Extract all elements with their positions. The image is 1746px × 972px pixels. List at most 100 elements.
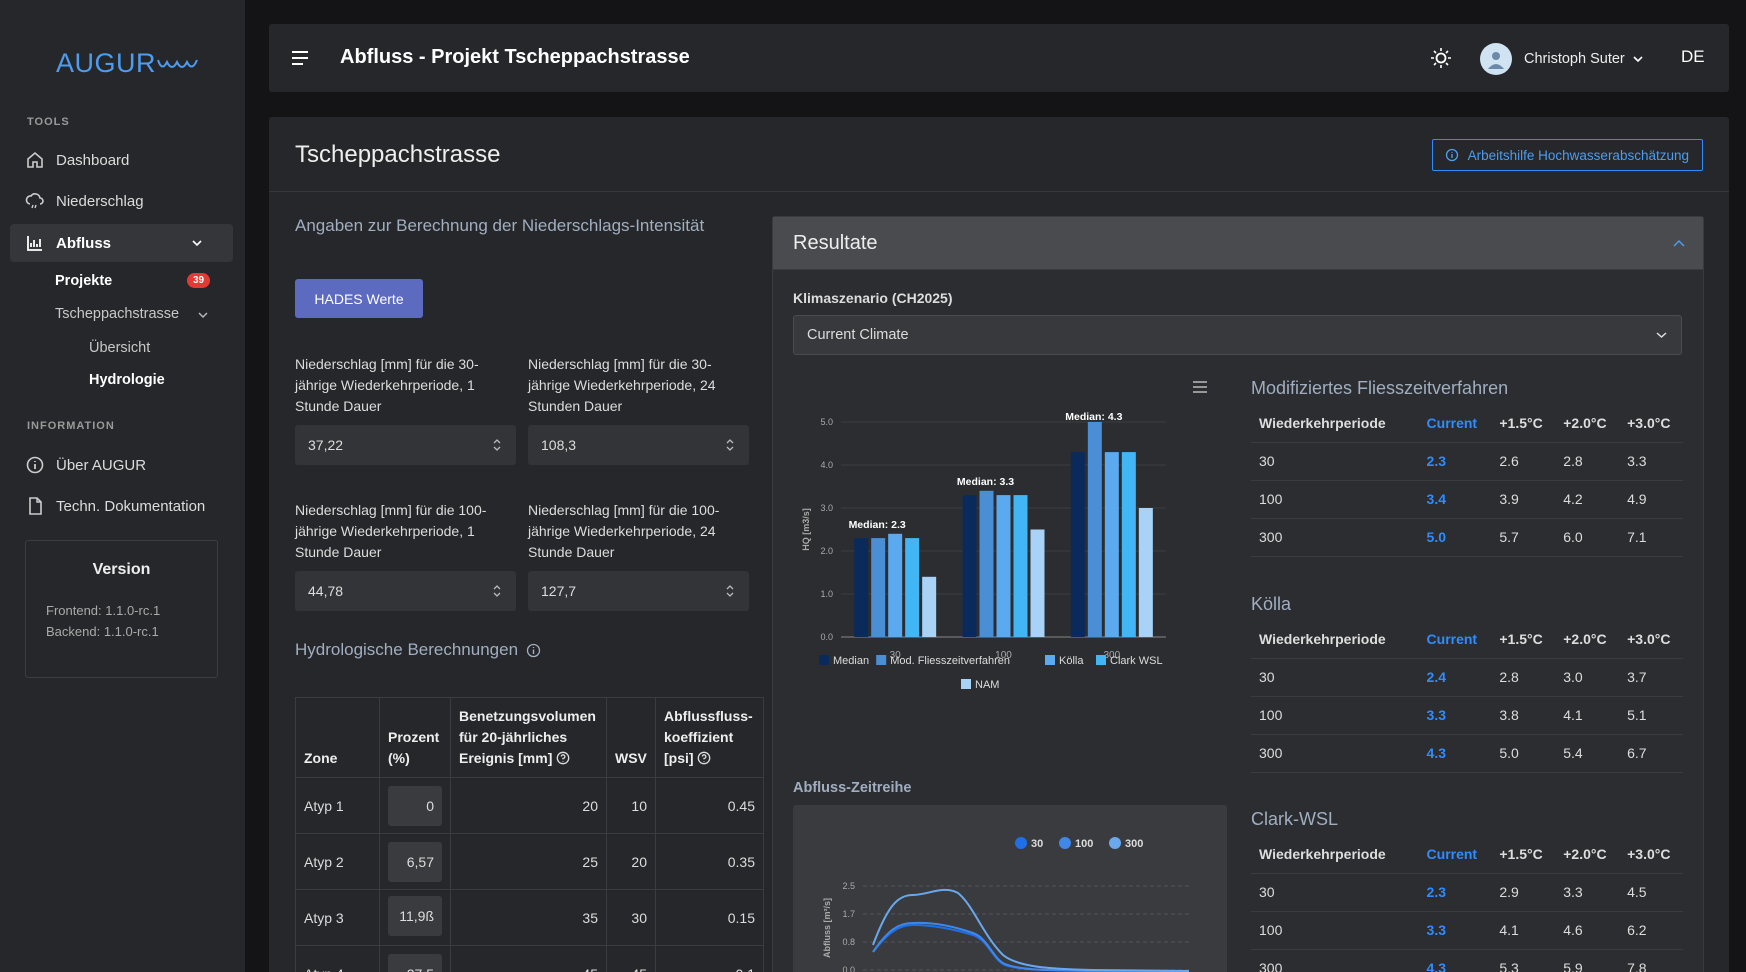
sidebar-item-project[interactable]: Tscheppachstrasse bbox=[55, 306, 180, 322]
sidebar: AUGUR TOOLS Dashboard Niederschlag Abflu… bbox=[0, 0, 245, 972]
y-tick-label: 1.0 bbox=[820, 589, 833, 599]
legend-label: 300 bbox=[1125, 838, 1143, 850]
table-cell: 3.0 bbox=[1555, 658, 1620, 697]
table-cell: 4.6 bbox=[1555, 911, 1620, 950]
table-header-row: Wiederkehrperiode Current +1.5°C +2.0°C +3.0… bbox=[1251, 620, 1683, 659]
column-header: Wiederkehrperiode bbox=[1251, 620, 1419, 659]
legend-label: Clark WSL bbox=[1110, 655, 1163, 667]
language-switch[interactable]: DE bbox=[1681, 47, 1705, 66]
stepper-icon[interactable] bbox=[725, 583, 735, 599]
table-cell: 7.8 bbox=[1619, 949, 1683, 972]
sun-icon[interactable] bbox=[1430, 47, 1452, 69]
table-cell: 5.3 bbox=[1491, 949, 1556, 972]
input-30-24h[interactable]: 108,3 bbox=[528, 425, 749, 465]
augur-logo[interactable]: AUGUR bbox=[56, 48, 200, 79]
sidebar-item-abfluss[interactable]: Abfluss bbox=[10, 224, 233, 262]
current-value: 2.4 bbox=[1418, 658, 1492, 697]
table-cell: 2.8 bbox=[1491, 658, 1556, 697]
stepper-icon[interactable] bbox=[492, 583, 502, 599]
stepper-icon[interactable] bbox=[725, 437, 735, 453]
chart-line-icon bbox=[27, 236, 42, 251]
table-cell: 300 bbox=[1251, 949, 1419, 972]
y-axis-label: Abfluss [m³/s] bbox=[822, 898, 832, 958]
table-cell: 6.2 bbox=[1619, 911, 1683, 950]
zone-table: Zone Prozent (%) Benetzungsvolumen für 2… bbox=[295, 697, 764, 972]
results-header[interactable]: Resultate bbox=[773, 217, 1703, 270]
divider bbox=[269, 191, 1729, 192]
help-circle-icon[interactable] bbox=[697, 751, 711, 765]
sidebar-item-projekte[interactable]: Projekte bbox=[55, 273, 113, 289]
input-100-24h[interactable]: 127,7 bbox=[528, 571, 749, 611]
backend-version: Backend: 1.1.0-rc.1 bbox=[46, 624, 159, 639]
sidebar-item-techn-dokumentation[interactable]: Techn. Dokumentation bbox=[10, 487, 233, 525]
page-header-title: Abfluss - Projekt Tscheppachstrasse bbox=[340, 46, 690, 68]
table-cell: 4.9 bbox=[1619, 480, 1683, 519]
series-line bbox=[872, 921, 1190, 972]
column-header: +2.0°C bbox=[1555, 620, 1620, 659]
current-value: 2.3 bbox=[1418, 873, 1492, 912]
table-row: Atyp 3 11,9ß 35 30 0.15 bbox=[295, 889, 764, 946]
column-header: Current bbox=[1418, 404, 1492, 443]
klimaszenario-select[interactable]: Current Climate bbox=[793, 315, 1682, 355]
column-header: +1.5°C bbox=[1491, 620, 1556, 659]
table-row: 30 2.4 2.8 3.0 3.7 bbox=[1251, 658, 1683, 697]
input-100-1h[interactable]: 44,78 bbox=[295, 571, 516, 611]
bar bbox=[962, 495, 977, 637]
chevron-down-icon bbox=[192, 240, 202, 247]
table-row: 100 3.3 4.1 4.6 6.2 bbox=[1251, 911, 1683, 950]
chevron-up-icon[interactable] bbox=[1673, 239, 1685, 247]
prozent-input[interactable]: 11,9ß bbox=[388, 896, 442, 936]
bar bbox=[1087, 422, 1102, 637]
prozent-input[interactable]: 0 bbox=[388, 785, 442, 826]
column-header: +3.0°C bbox=[1619, 835, 1683, 874]
column-header: Current bbox=[1418, 835, 1492, 874]
hades-button[interactable]: HADES Werte bbox=[295, 279, 423, 318]
field-label-100-24h: Niederschlag [mm] für die 100-jährige Wi… bbox=[528, 502, 720, 560]
legend-label: 100 bbox=[1075, 838, 1093, 850]
page-title: Tscheppachstrasse bbox=[295, 141, 501, 168]
bar bbox=[888, 533, 903, 637]
bar bbox=[1013, 495, 1028, 637]
help-button[interactable]: Arbeitshilfe Hochwasserabschätzung bbox=[1431, 139, 1703, 171]
table-cell: 2.6 bbox=[1491, 442, 1556, 481]
sidebar-item-hydrologie[interactable]: Hydrologie bbox=[89, 372, 165, 388]
table-row: 30 2.3 2.9 3.3 4.5 bbox=[1251, 873, 1683, 912]
table-cell: 100 bbox=[1251, 480, 1419, 519]
input-30-1h[interactable]: 37,22 bbox=[295, 425, 516, 465]
chart-menu-icon[interactable] bbox=[1193, 381, 1207, 393]
legend-swatch bbox=[1096, 655, 1106, 665]
stepper-icon[interactable] bbox=[492, 437, 502, 453]
bar-chart-svg: 0.0 1.0 2.0 3.0 4.0 5.0 HQ [m3/s] 30 Median: 2.… bbox=[801, 381, 1207, 691]
x-tick-label: 300 bbox=[1103, 650, 1120, 661]
sidebar-item-ueber-augur[interactable]: Über AUGUR bbox=[10, 446, 233, 484]
sidebar-item-uebersicht[interactable]: Übersicht bbox=[89, 340, 151, 356]
help-circle-icon[interactable] bbox=[556, 751, 570, 765]
table-cell: 4.1 bbox=[1491, 911, 1556, 950]
chevron-down-icon bbox=[1633, 56, 1643, 63]
results-table-mod-fliesszeit: Wiederkehrperiode Current +1.5°C +2.0°C +3.0… bbox=[1251, 404, 1683, 557]
zeitreihe-label: Abfluss-Zeitreihe bbox=[793, 780, 912, 796]
field-label-30-24h: Niederschlag [mm] für die 30-jährige Wie… bbox=[528, 356, 716, 414]
table-cell: 100 bbox=[1251, 696, 1419, 735]
prozent-input[interactable]: 27,5 bbox=[388, 953, 442, 972]
user-menu[interactable]: Christoph Suter bbox=[1480, 43, 1643, 75]
table-cell: 4.2 bbox=[1555, 480, 1620, 519]
legend-label: Mod. Fliesszeitverfahren bbox=[890, 655, 1010, 667]
legend-label: Median bbox=[833, 655, 869, 667]
legend-marker bbox=[1015, 837, 1027, 849]
table-cell: 300 bbox=[1251, 734, 1419, 773]
y-tick-label: 0.8 bbox=[842, 937, 855, 947]
prozent-input[interactable]: 6,57 bbox=[388, 841, 442, 882]
table-cell: 3.9 bbox=[1491, 480, 1556, 519]
sidebar-item-dashboard[interactable]: Dashboard bbox=[10, 141, 233, 179]
y-tick-label: 3.0 bbox=[820, 503, 833, 513]
hamburger-menu-icon[interactable] bbox=[291, 50, 309, 66]
table-cell: 5.4 bbox=[1555, 734, 1620, 773]
legend-label: 30 bbox=[1031, 838, 1043, 850]
y-tick-label: 1.7 bbox=[842, 909, 855, 919]
table-row: Atyp 2 6,57 25 20 0.35 bbox=[295, 833, 764, 890]
info-icon[interactable] bbox=[526, 643, 541, 658]
version-box: Version Frontend: 1.1.0-rc.1 Backend: 1.… bbox=[25, 540, 218, 678]
table-header-row: Wiederkehrperiode Current +1.5°C +2.0°C +3.0… bbox=[1251, 835, 1683, 874]
sidebar-item-niederschlag[interactable]: Niederschlag bbox=[10, 182, 233, 220]
